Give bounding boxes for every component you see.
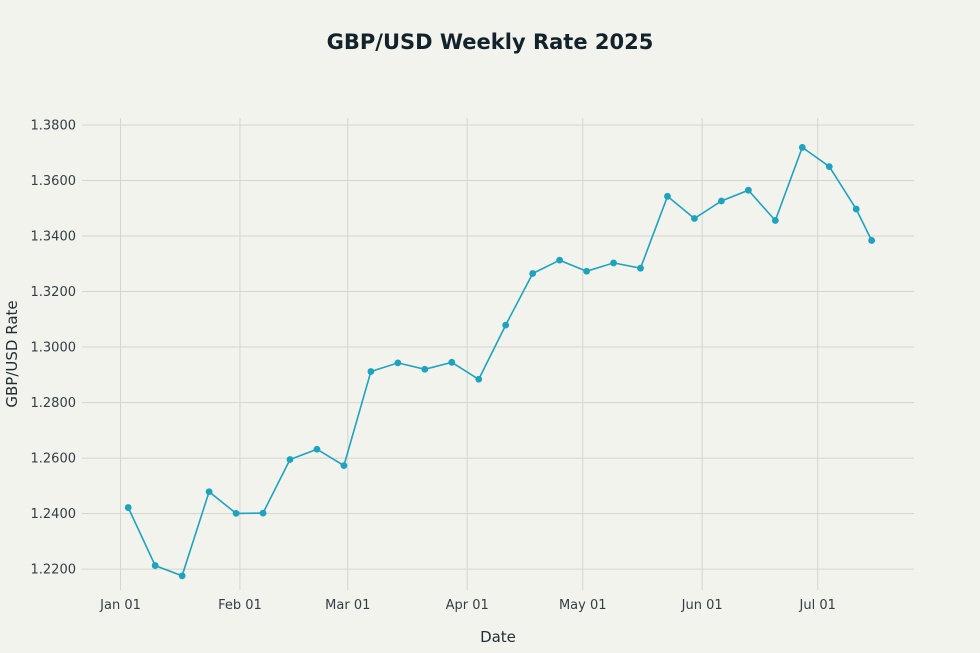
data-point (583, 267, 590, 275)
x-tick-label: Mar 01 (325, 598, 370, 613)
y-tick-label: 1.3600 (31, 174, 77, 189)
data-point (718, 197, 725, 205)
data-point (771, 217, 779, 224)
data-point (529, 270, 537, 277)
data-point (475, 375, 483, 383)
y-tick-label: 1.3000 (31, 341, 77, 356)
y-tick-label: 1.3200 (31, 285, 77, 300)
x-tick-label: Jun 01 (681, 598, 723, 613)
data-point (502, 321, 510, 329)
x-tick-label: Jul 01 (799, 598, 836, 613)
data-point (610, 259, 617, 267)
data-point (691, 215, 698, 222)
data-point (178, 572, 186, 580)
data-point (367, 368, 375, 375)
x-tick-label: Feb 01 (218, 598, 262, 613)
data-point (205, 488, 213, 496)
data-series (124, 144, 876, 580)
y-axis-title: GBP/USD Rate (3, 300, 21, 407)
data-point (124, 504, 132, 511)
data-point (259, 509, 267, 517)
data-point (421, 365, 429, 373)
x-axis-title: Date (480, 628, 516, 646)
y-tick-label: 1.2200 (31, 563, 77, 578)
data-point (825, 163, 833, 170)
data-point (448, 358, 456, 366)
x-tick-label: Apr 01 (446, 598, 489, 613)
y-tick-label: 1.2800 (31, 396, 77, 411)
data-point (286, 456, 294, 463)
data-point (313, 445, 321, 453)
data-point (852, 205, 860, 213)
grid (82, 118, 914, 590)
y-tick-labels: 1.2200 1.2400 1.2600 1.2800 1.3000 1.3200 1.34… (31, 118, 77, 577)
data-point (151, 562, 159, 569)
data-point (798, 144, 806, 151)
x-tick-label: May 01 (559, 598, 607, 613)
data-point (637, 264, 644, 272)
data-point (394, 359, 402, 367)
y-tick-label: 1.2400 (31, 507, 77, 522)
data-point (744, 186, 752, 194)
chart-title: GBP/USD Weekly Rate 2025 (327, 30, 654, 54)
y-tick-label: 1.3800 (31, 118, 77, 133)
data-point (664, 192, 671, 200)
data-point (556, 256, 564, 264)
data-point (868, 237, 876, 244)
data-point (232, 509, 240, 517)
data-point (340, 462, 348, 470)
y-tick-label: 1.2600 (31, 452, 77, 467)
y-tick-label: 1.3400 (31, 230, 77, 245)
x-tick-label: Jan 01 (99, 598, 141, 613)
x-tick-labels: Jan 01 Feb 01 Mar 01 Apr 01 May 01 Jun 01 Jul … (99, 598, 836, 613)
